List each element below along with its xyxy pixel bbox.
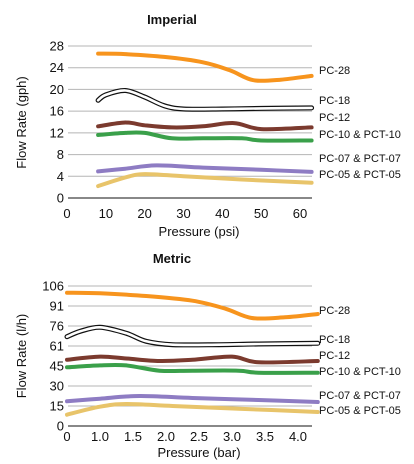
imperial-series-line-pc-18 xyxy=(96,89,313,111)
imperial-legend-label-pc-18: PC-18 xyxy=(319,95,350,107)
metric-legend-label-pc-28: PC-28 xyxy=(319,305,350,317)
metric-series-line-pc-05-pct-05 xyxy=(65,401,320,417)
imperial-series-line-pc-28 xyxy=(96,51,314,83)
imperial-x-tick-label: 10 xyxy=(99,206,113,221)
imperial-y-tick-label: 16 xyxy=(50,104,64,119)
imperial-y-tick-label: 28 xyxy=(50,39,64,54)
metric-legend-label-pc-07-pct-07: PC-07 & PCT-07 xyxy=(319,390,401,402)
metric-x-axis-label: Pressure (bar) xyxy=(157,445,240,460)
metric-legend-label-pc-12: PC-12 xyxy=(319,350,350,362)
imperial-series-line-pc-12 xyxy=(96,120,314,132)
imperial-legend-label-pc-10-pct-10: PC-10 & PCT-10 xyxy=(319,129,401,141)
metric-chart-title: Metric xyxy=(153,251,191,266)
metric-legend-label-pc-05-pct-05: PC-05 & PCT-05 xyxy=(319,405,401,417)
metric-x-tick-label: 3.0 xyxy=(223,429,241,444)
imperial-legend-label-pc-28: PC-28 xyxy=(319,65,350,77)
metric-x-tick-label: 3.5 xyxy=(256,429,274,444)
metric-y-axis-label: Flow Rate (l/h) xyxy=(14,314,29,399)
imperial-x-tick-label: 60 xyxy=(293,206,307,221)
metric-y-tick-label: 30 xyxy=(50,379,64,394)
metric-legend-label-pc-10-pct-10: PC-10 & PCT-10 xyxy=(319,366,401,378)
metric-series-line-pc-28 xyxy=(65,290,320,321)
metric-series-line-pc-12 xyxy=(65,354,320,365)
imperial-x-tick-label: 0 xyxy=(63,206,70,221)
imperial-legend-label-pc-12: PC-12 xyxy=(319,112,350,124)
imperial-y-tick-label: 12 xyxy=(50,125,64,140)
metric-y-tick-label: 91 xyxy=(50,299,64,314)
metric-y-tick-label: 106 xyxy=(42,279,64,294)
imperial-y-tick-label: 4 xyxy=(57,169,64,184)
imperial-y-tick-label: 24 xyxy=(50,60,64,75)
imperial-y-tick-label: 8 xyxy=(57,147,64,162)
metric-y-tick-label: 0 xyxy=(57,419,64,434)
metric-series-line-pc-18 xyxy=(65,325,320,347)
imperial-x-tick-label: 20 xyxy=(137,206,151,221)
imperial-x-axis-label: Pressure (psi) xyxy=(159,224,240,239)
imperial-y-tick-label: 20 xyxy=(50,82,64,97)
imperial-x-tick-label: 40 xyxy=(215,206,229,221)
metric-series-line-pc-07-pct-07 xyxy=(65,393,320,404)
metric-y-tick-label: 45 xyxy=(50,359,64,374)
imperial-x-tick-label: 30 xyxy=(176,206,190,221)
metric-series-line-pc-18-outline xyxy=(64,324,321,348)
imperial-series-line-pc-18-outline xyxy=(95,87,315,112)
metric-x-tick-label: 2.0 xyxy=(157,429,175,444)
metric-y-tick-label: 15 xyxy=(50,399,64,414)
imperial-series-line-pc-05-pct-05 xyxy=(96,172,314,189)
metric-y-tick-label: 76 xyxy=(50,319,64,334)
imperial-chart-title: Imperial xyxy=(147,12,197,27)
imperial-x-tick-label: 50 xyxy=(254,206,268,221)
metric-x-tick-label: 4.0 xyxy=(289,429,307,444)
imperial-y-tick-label: 0 xyxy=(57,191,64,206)
imperial-legend-label-pc-07-pct-07: PC-07 & PCT-07 xyxy=(319,153,401,165)
imperial-series-line-pc-07-pct-07 xyxy=(96,163,314,174)
metric-x-tick-label: 2.5 xyxy=(190,429,208,444)
metric-x-tick-label: 1.0 xyxy=(91,429,109,444)
metric-x-tick-label: 0 xyxy=(63,429,70,444)
imperial-series-line-pc-10-pct-10 xyxy=(96,130,314,143)
metric-series-line-pc-10-pct-10 xyxy=(65,362,320,375)
imperial-y-axis-label: Flow Rate (gph) xyxy=(14,76,29,168)
metric-y-tick-label: 61 xyxy=(50,339,64,354)
imperial-legend-label-pc-05-pct-05: PC-05 & PCT-05 xyxy=(319,169,401,181)
metric-legend-label-pc-18: PC-18 xyxy=(319,334,350,346)
metric-x-tick-label: 1.5 xyxy=(124,429,142,444)
